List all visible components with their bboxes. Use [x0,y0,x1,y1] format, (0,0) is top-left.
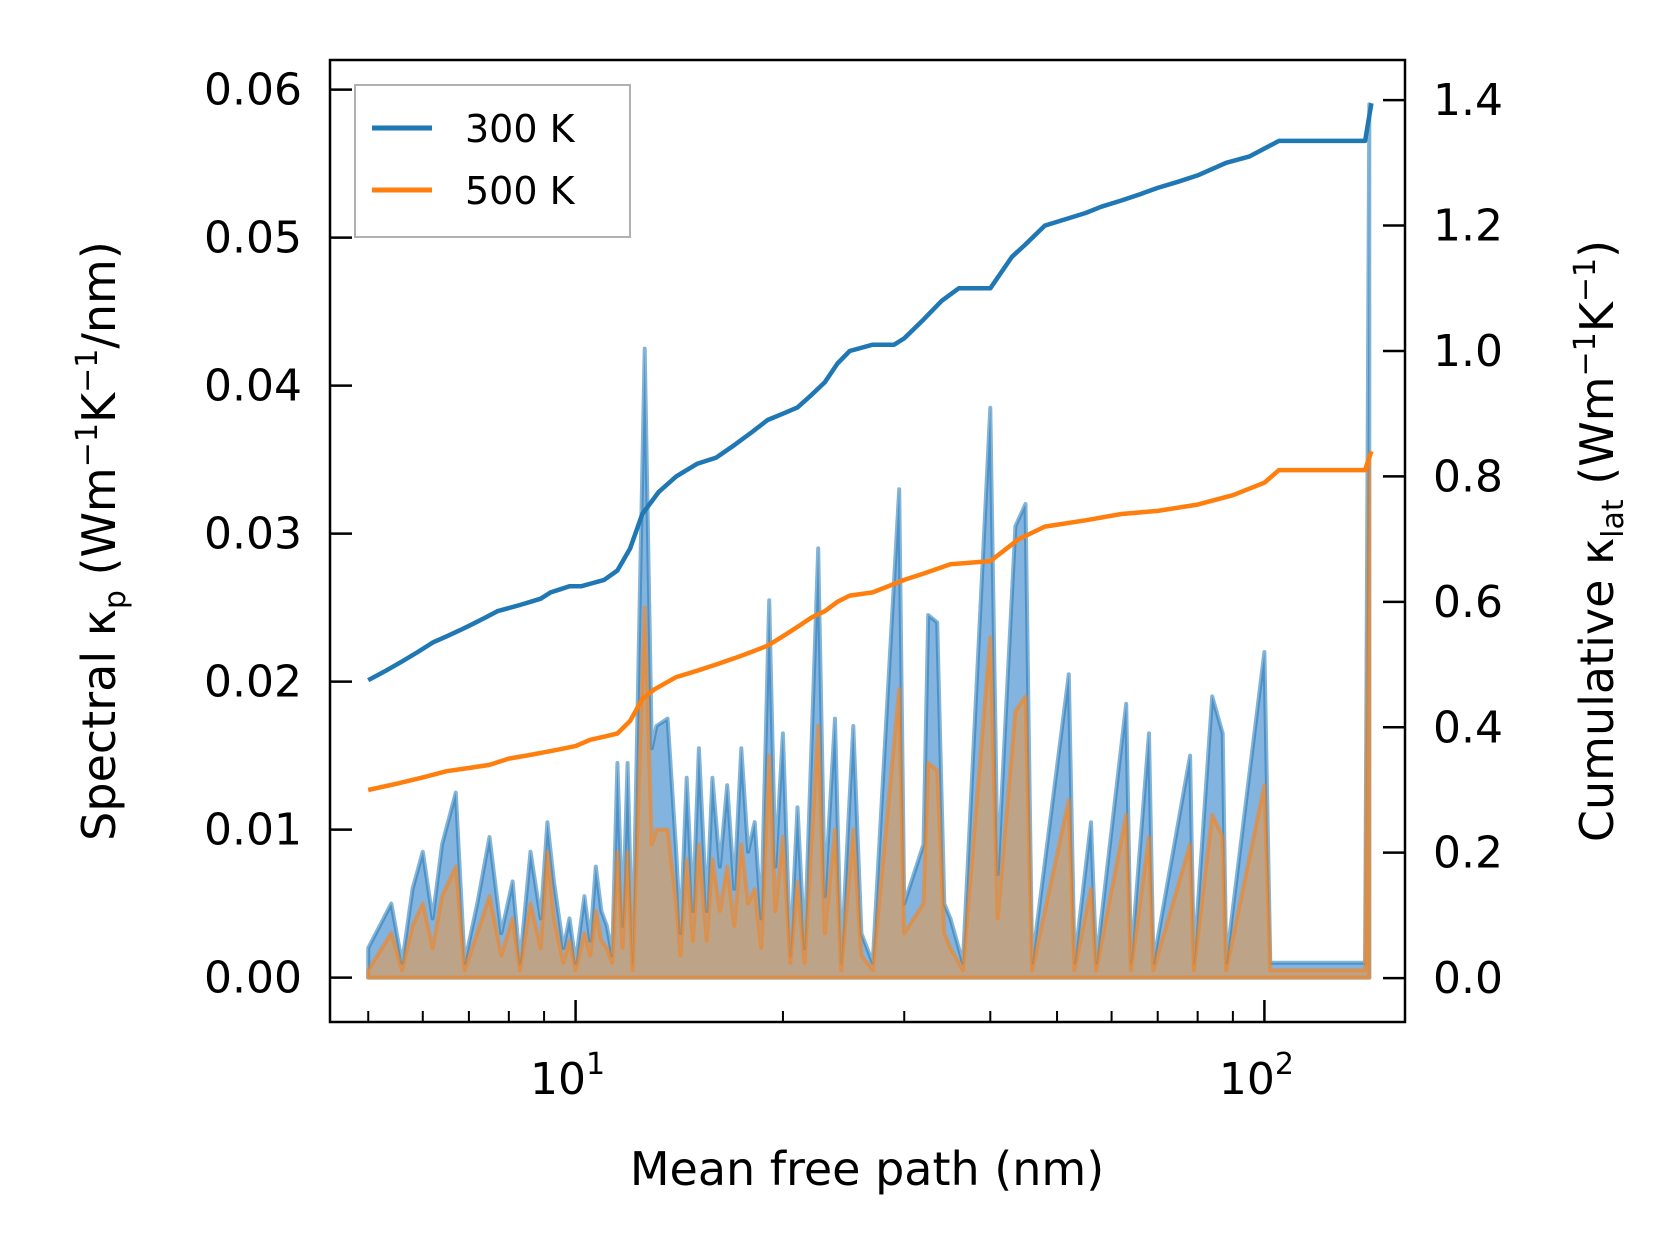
x-tick-label: 101 [530,1047,605,1105]
y-right-tick-label: 0.8 [1433,451,1503,502]
cumulative-line-300k [367,102,1374,683]
y-right-tick-label: 1.4 [1433,75,1503,126]
spectral-area-500k [366,457,1372,980]
y-right-tick-label: 0.0 [1433,953,1503,1004]
legend: 300 K 500 K [354,84,631,238]
y-left-tick-label: 0.05 [204,213,302,264]
y-right-tick-label: 0.6 [1433,577,1503,628]
y-axis-label-right: Cumulative κlat (Wm−1K−1) [1568,240,1631,842]
spectral-area-300k [366,102,1372,980]
plot-frame [328,58,1407,1024]
plot-content [366,102,1374,980]
legend-label-500k: 500 K [465,169,576,213]
y-left-tick-label: 0.03 [204,509,302,560]
y-right-tick-label: 0.2 [1433,828,1503,879]
y-right-tick-label: 0.4 [1433,702,1503,753]
x-axis-label: Mean free path (nm) [630,1142,1104,1196]
y-right-tick-label: 1.2 [1433,201,1503,252]
legend-box [354,84,631,238]
y-left-tick-label: 0.02 [204,657,302,708]
x-tick-label: 102 [1219,1047,1294,1105]
axis-ticks: 0.00 0.01 0.02 0.03 0.04 0.05 0.06 0.0 0.2 0.4 0.6… [204,65,1503,1105]
y-left-tick-label: 0.01 [204,805,302,856]
y-left-tick-label: 0.06 [204,65,302,116]
y-left-tick-label: 0.04 [204,361,302,412]
y-left-tick-label: 0.00 [204,953,302,1004]
y-axis-label-left: Spectral κp (Wm−1K−1/nm) [70,241,133,841]
y-right-tick-label: 1.0 [1433,326,1503,377]
legend-label-300k: 300 K [465,107,576,151]
cumulative-line-500k [367,450,1374,793]
